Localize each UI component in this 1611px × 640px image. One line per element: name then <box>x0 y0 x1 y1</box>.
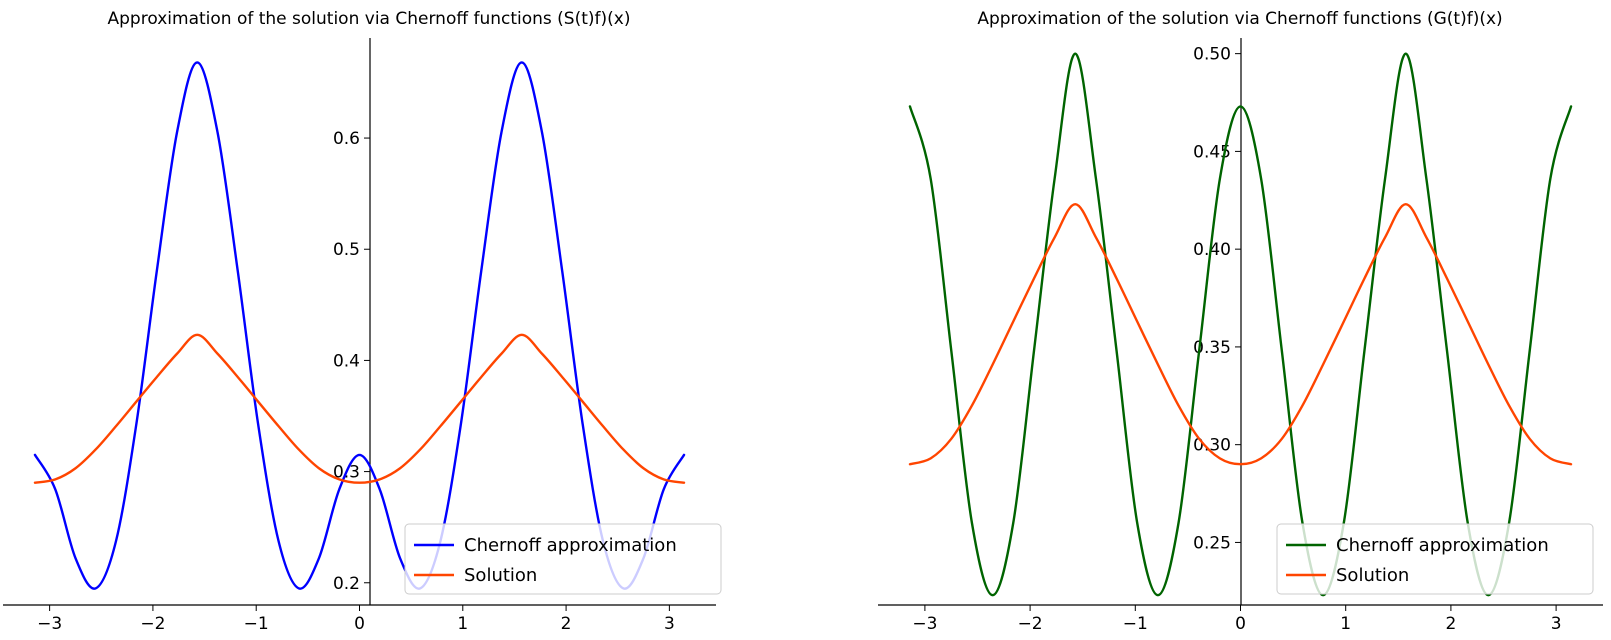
left-legend-label: Chernoff approximation <box>464 535 677 556</box>
right-x-tick-label: −2 <box>1018 614 1043 634</box>
left-x-tick-label: −2 <box>140 614 165 634</box>
left-series-solution-line <box>33 333 686 484</box>
right-y-tick-label: 0.25 <box>1193 533 1231 553</box>
right-x-tick-label: 1 <box>1340 614 1351 634</box>
left-x-tick-label: 3 <box>664 614 675 634</box>
left-y-tick-label: 0.6 <box>333 129 360 149</box>
left-y-tick-label: 0.2 <box>333 574 360 594</box>
right-y-tick-label: 0.40 <box>1193 240 1231 260</box>
left-x-tick-label: −1 <box>244 614 269 634</box>
right-series-solution-line <box>908 202 1573 466</box>
right-x-tick-label: −1 <box>1123 614 1148 634</box>
right-x-tick-label: 2 <box>1445 614 1456 634</box>
left-series-chernoff-line <box>33 61 686 590</box>
right-chart-title: Approximation of the solution via Cherno… <box>977 9 1502 29</box>
left-chart-title: Approximation of the solution via Cherno… <box>108 9 631 29</box>
left-y-tick-label: 0.4 <box>333 351 360 371</box>
right-legend-label: Chernoff approximation <box>1336 535 1549 556</box>
right-y-tick-label: 0.45 <box>1193 142 1231 162</box>
right-x-tick-label: −3 <box>912 614 937 634</box>
left-x-tick-label: 1 <box>457 614 468 634</box>
right-y-tick-label: 0.35 <box>1193 338 1231 358</box>
right-legend-box <box>1276 523 1594 595</box>
left-x-tick-label: −3 <box>37 614 62 634</box>
left-x-tick-label: 2 <box>561 614 572 634</box>
right-y-tick-label: 0.50 <box>1193 45 1231 65</box>
right-x-tick-label: 0 <box>1235 614 1246 634</box>
right-series-chernoff-line <box>908 52 1573 597</box>
left-y-tick-label: 0.5 <box>333 240 360 260</box>
right-y-tick-label: 0.30 <box>1193 436 1231 456</box>
left-x-tick-label: 0 <box>354 614 365 634</box>
left-legend-box <box>404 523 722 595</box>
right-x-tick-label: 3 <box>1551 614 1562 634</box>
left-legend-label: Solution <box>464 565 537 586</box>
right-legend-label: Solution <box>1336 565 1409 586</box>
